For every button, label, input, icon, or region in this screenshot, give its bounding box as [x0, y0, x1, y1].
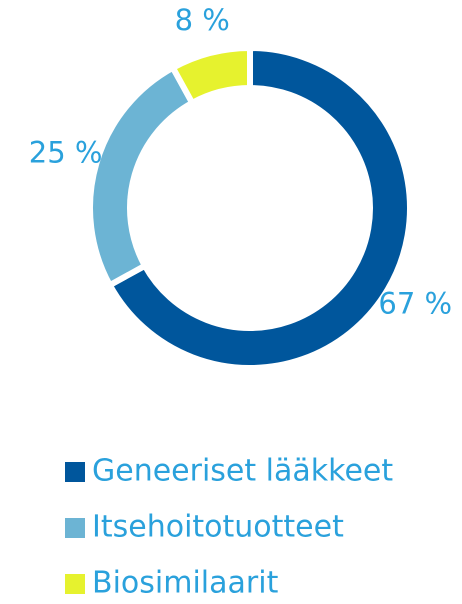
data-label: 8 %: [175, 3, 230, 37]
data-label: 67 %: [378, 287, 452, 321]
donut-segment: [168, 44, 253, 107]
legend-label: Biosimilaarit: [92, 566, 279, 601]
legend-swatch: [65, 518, 85, 538]
legend-label: Itsehoitotuotteet: [92, 510, 344, 545]
legend-label: Geneeriset lääkkeet: [92, 454, 393, 489]
legend-swatch: [65, 462, 85, 482]
donut-segment: [87, 63, 197, 290]
donut-segment: [105, 44, 413, 371]
data-label: 25 %: [29, 135, 103, 169]
legend-swatch: [65, 574, 85, 594]
